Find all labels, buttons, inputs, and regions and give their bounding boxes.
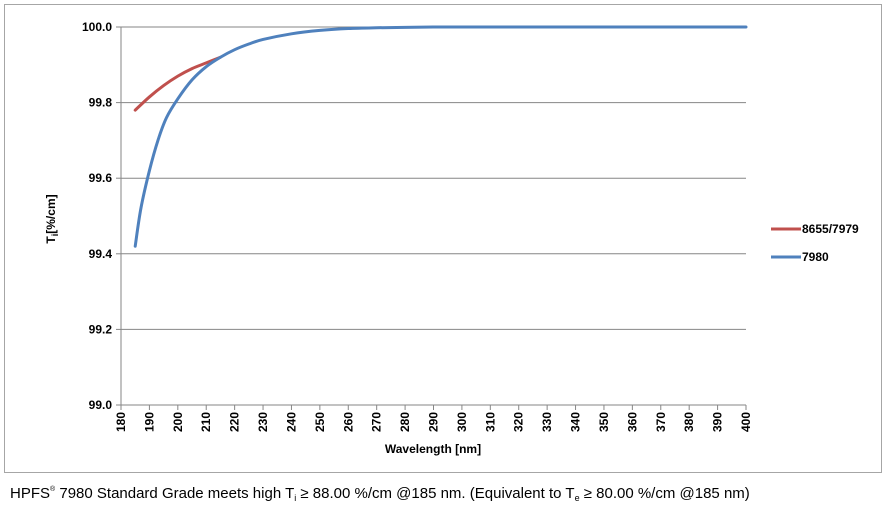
x-tick-label: 390 [711,412,725,432]
x-tick-label: 380 [682,412,696,432]
y-tick-label: 99.2 [89,322,113,336]
x-tick-label: 210 [199,412,213,432]
y-axis-title-main: T [44,236,58,244]
x-tick-label: 250 [313,412,327,432]
line-chart: 99.0 99.2 99.4 99.6 99.8 100.0 180 190 200 210 22… [44,20,859,456]
caption-subscript-e: e [574,493,580,503]
caption-subscript-i: i [294,493,297,503]
y-tick-label: 100.0 [82,20,112,34]
x-tick-label: 310 [483,412,497,432]
x-tick-label: 290 [427,412,441,432]
caption-part-2: 7980 Standard Grade meets high T [55,485,295,502]
caption-part-3: ≥ 88.00 %/cm @185 nm. (Equivalent to T [296,485,575,502]
legend: 8655/7979 7980 [771,222,859,264]
y-tick-label: 99.8 [89,96,113,110]
x-tick-label: 320 [512,412,526,432]
x-tick-label: 220 [228,412,242,432]
x-tick-label: 280 [398,412,412,432]
chart-frame: 99.0 99.2 99.4 99.6 99.8 100.0 180 190 200 210 22… [4,4,882,473]
series-line-8655-7979 [133,55,222,112]
x-tick-label: 200 [171,412,185,432]
y-tick-label: 99.0 [89,398,113,412]
legend-label: 7980 [802,250,829,264]
gridlines [121,26,746,406]
y-tick-labels: 99.0 99.2 99.4 99.6 99.8 100.0 [82,20,112,412]
x-tick-label: 180 [114,412,128,432]
x-tick-label: 240 [284,412,298,432]
legend-label: 8655/7979 [802,222,859,236]
series-lines [133,25,748,248]
x-tick-label: 350 [597,412,611,432]
x-tick-label: 400 [739,412,753,432]
caption-registered-mark: ® [50,486,56,493]
caption-part-1: HPFS [10,485,51,502]
y-tick-label: 99.6 [89,171,113,185]
y-axis-title: Ti[%/cm] [44,194,60,243]
x-tick-labels: 180 190 200 210 220 230 240 250 260 270 280 290 300 3… [114,412,753,432]
caption-part-4: ≥ 80.00 %/cm @185 nm) [579,485,750,502]
x-tick-label: 340 [569,412,583,432]
x-tick-label: 370 [654,412,668,432]
x-tick-label: 270 [370,412,384,432]
x-tick-label: 360 [625,412,639,432]
x-tick-label: 190 [142,412,156,432]
figure-caption: HPFS® 7980 Standard Grade meets high Ti … [10,485,750,503]
x-axis-title: Wavelength [nm] [385,442,481,456]
axes [116,26,747,410]
y-axis-title-rest: [%/cm] [44,194,58,233]
series-line-7980 [133,25,748,248]
x-tick-label: 300 [455,412,469,432]
y-tick-label: 99.4 [89,247,113,261]
x-tick-label: 260 [341,412,355,432]
y-axis-title-subscript: i [50,234,60,237]
x-tick-label: 230 [256,412,270,432]
x-tick-label: 330 [540,412,554,432]
